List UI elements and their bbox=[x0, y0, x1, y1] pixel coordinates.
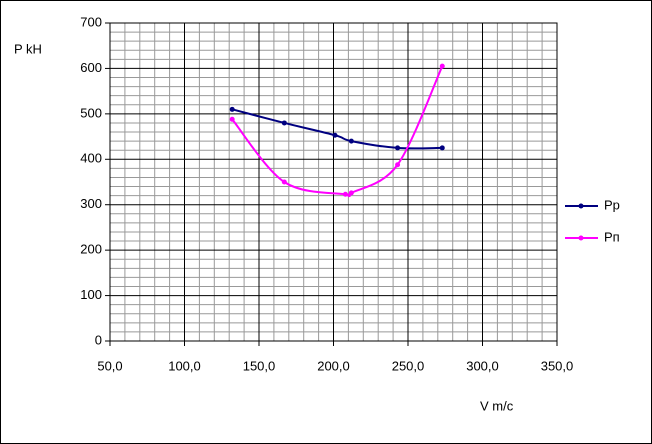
y-tick-label: 600 bbox=[80, 60, 102, 75]
series-line bbox=[231, 108, 443, 150]
point bbox=[332, 132, 338, 138]
y-tick-label: 200 bbox=[80, 242, 102, 257]
point bbox=[281, 179, 287, 185]
x-tick-label: 300,0 bbox=[466, 358, 499, 373]
y-tick-label: 300 bbox=[80, 196, 102, 211]
x-tick-label: 200,0 bbox=[317, 358, 350, 373]
x-tick-label: 350,0 bbox=[541, 358, 574, 373]
y-tick-label: 400 bbox=[80, 151, 102, 166]
point bbox=[395, 145, 401, 151]
x-tick-label: 150,0 bbox=[243, 358, 276, 373]
y-axis-title: P kH bbox=[14, 41, 42, 56]
x-tick-label: 250,0 bbox=[392, 358, 425, 373]
point bbox=[395, 162, 401, 168]
point bbox=[348, 190, 354, 196]
x-axis-title: V m/c bbox=[480, 398, 514, 413]
legend-label: Pp bbox=[604, 197, 620, 212]
y-tick-label: 100 bbox=[80, 287, 102, 302]
point bbox=[342, 191, 348, 197]
y-tick-label: 700 bbox=[80, 14, 102, 29]
legend-marker bbox=[578, 203, 584, 209]
y-tick-label: 0 bbox=[95, 332, 102, 347]
point bbox=[229, 116, 235, 122]
x-tick-label: 100,0 bbox=[168, 358, 201, 373]
point bbox=[348, 138, 354, 144]
plot-border bbox=[109, 22, 558, 342]
series-line bbox=[231, 65, 444, 198]
legend-marker bbox=[578, 235, 584, 241]
x-tick-label: 50,0 bbox=[97, 358, 122, 373]
point bbox=[439, 145, 445, 151]
point bbox=[281, 120, 287, 126]
point bbox=[439, 63, 445, 69]
point bbox=[229, 106, 235, 112]
y-tick-label: 500 bbox=[80, 105, 102, 120]
legend-label: Pп bbox=[604, 229, 620, 244]
